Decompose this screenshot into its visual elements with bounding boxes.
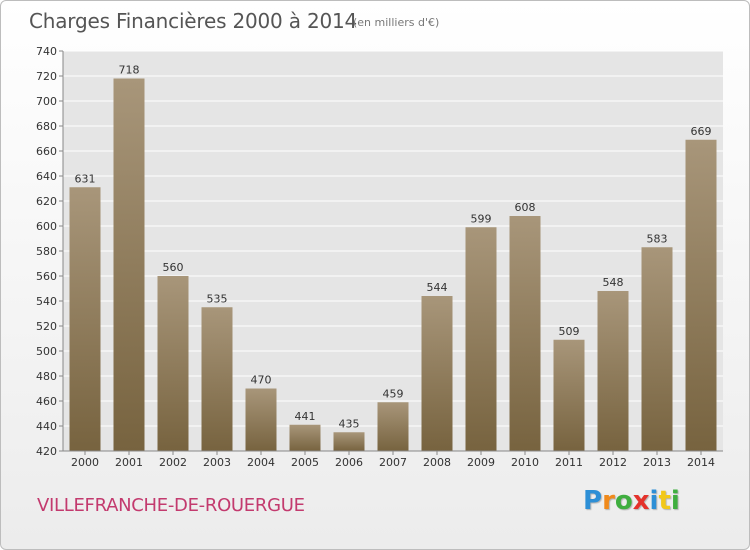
y-tick-label: 500 <box>36 345 57 358</box>
proxiti-logo: Proxiti <box>583 486 680 516</box>
x-tick-label: 2001 <box>115 456 143 469</box>
y-tick-label: 640 <box>36 170 57 183</box>
logo-letter: i <box>670 486 680 516</box>
data-label: 548 <box>603 276 624 289</box>
x-tick-label: 2004 <box>247 456 275 469</box>
bar <box>465 227 497 451</box>
logo-letter: i <box>649 486 659 516</box>
data-label: 441 <box>295 410 316 423</box>
x-tick-label: 2012 <box>599 456 627 469</box>
data-label: 718 <box>119 64 140 77</box>
chart-subtitle: (en milliers d'€) <box>353 16 440 29</box>
data-label: 583 <box>647 232 668 245</box>
x-tick-label: 2005 <box>291 456 319 469</box>
bar <box>509 216 541 451</box>
x-tick-label: 2000 <box>71 456 99 469</box>
y-tick-label: 420 <box>36 445 57 458</box>
bar <box>597 291 629 451</box>
y-tick-label: 560 <box>36 270 57 283</box>
y-tick-label: 540 <box>36 295 57 308</box>
x-tick-label: 2003 <box>203 456 231 469</box>
x-tick-label: 2010 <box>511 456 539 469</box>
x-axis: 2000 2001 2002 2003 2004 2005 2006 2007 2008 2009… <box>63 450 723 469</box>
data-label: 435 <box>339 417 360 430</box>
data-labels: 631 718 560 535 470 441 435 459 544 599 608 509 548 5… <box>75 64 712 431</box>
data-label: 459 <box>383 387 404 400</box>
y-tick-label: 720 <box>36 70 57 83</box>
y-tick-label: 580 <box>36 245 57 258</box>
data-label: 669 <box>691 125 712 138</box>
y-tick-label: 700 <box>36 95 57 108</box>
y-tick-label: 460 <box>36 395 57 408</box>
bar <box>553 339 585 451</box>
x-tick-label: 2006 <box>335 456 363 469</box>
y-tick-label: 600 <box>36 220 57 233</box>
data-label: 509 <box>559 325 580 338</box>
bar <box>421 296 453 451</box>
x-tick-label: 2014 <box>687 456 715 469</box>
logo-letter: x <box>632 486 650 516</box>
data-label: 608 <box>515 201 536 214</box>
data-label: 470 <box>251 374 272 387</box>
chart-title: Charges Financières 2000 à 2014 <box>29 9 358 33</box>
y-axis: 420 440 460 480 500 520 540 560 580 600 620 640 660 6… <box>36 45 64 458</box>
bar <box>377 402 409 451</box>
bar <box>157 276 189 451</box>
bar <box>113 78 145 451</box>
x-tick-label: 2013 <box>643 456 671 469</box>
bars <box>69 78 717 451</box>
bar <box>289 424 321 451</box>
bar <box>685 139 717 451</box>
logo-letter: P <box>583 486 603 516</box>
data-label: 544 <box>427 281 448 294</box>
y-tick-label: 620 <box>36 195 57 208</box>
data-label: 535 <box>207 292 228 305</box>
x-tick-label: 2008 <box>423 456 451 469</box>
bar <box>245 388 277 451</box>
y-tick-label: 740 <box>36 45 57 58</box>
data-label: 631 <box>75 172 96 185</box>
x-tick-label: 2009 <box>467 456 495 469</box>
data-label: 560 <box>163 261 184 274</box>
y-tick-label: 520 <box>36 320 57 333</box>
logo-letter: r <box>602 486 615 516</box>
x-tick-label: 2002 <box>159 456 187 469</box>
bar <box>641 247 673 451</box>
data-label: 599 <box>471 212 492 225</box>
y-tick-label: 440 <box>36 420 57 433</box>
bar <box>333 432 365 451</box>
commune-name: VILLEFRANCHE-DE-ROUERGUE <box>37 495 305 516</box>
logo-letter: o <box>614 486 633 516</box>
bar <box>201 307 233 451</box>
bar <box>69 187 101 451</box>
y-tick-label: 480 <box>36 370 57 383</box>
x-tick-label: 2011 <box>555 456 583 469</box>
logo-letter: t <box>658 486 671 516</box>
y-tick-label: 680 <box>36 120 57 133</box>
y-tick-label: 660 <box>36 145 57 158</box>
x-tick-label: 2007 <box>379 456 407 469</box>
